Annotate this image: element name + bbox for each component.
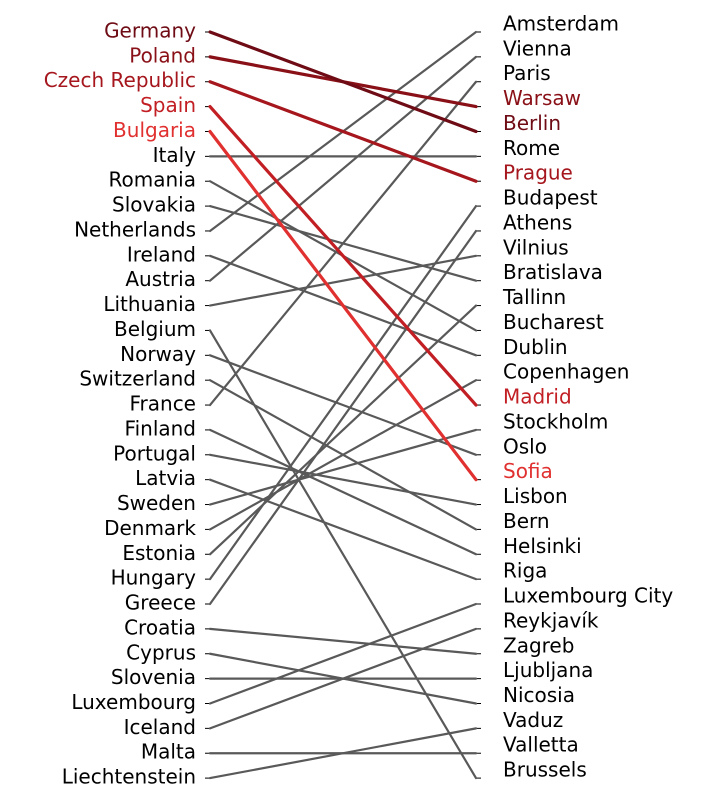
country-label: Spain (140, 93, 196, 117)
country-label: Luxembourg (71, 690, 196, 714)
link-line (208, 229, 478, 606)
link-line (208, 80, 478, 183)
country-label: Malta (141, 740, 196, 764)
link-line (208, 428, 478, 556)
country-label: Bulgaria (113, 118, 196, 142)
country-label: Switzerland (79, 367, 196, 391)
link-line (208, 478, 478, 581)
country-label: Netherlands (74, 217, 196, 241)
country-label: Greece (125, 591, 196, 615)
country-label: Portugal (113, 441, 196, 465)
country-label: Romania (109, 168, 196, 192)
capital-label: Vaduz (503, 708, 563, 732)
country-label: Denmark (104, 516, 196, 540)
country-label: Liechtenstein (62, 765, 196, 789)
country-label: Finland (125, 416, 196, 440)
country-label: Hungary (111, 566, 197, 590)
country-label: Germany (104, 19, 196, 43)
country-label: Slovakia (112, 193, 196, 217)
capital-label: Ljubljana (503, 658, 593, 682)
capital-label: Athens (503, 210, 572, 234)
capital-label: Vilnius (503, 235, 569, 259)
country-label: Iceland (124, 715, 196, 739)
link-line (208, 602, 478, 705)
link-line (208, 80, 478, 407)
capital-label: Luxembourg City (503, 584, 673, 608)
capital-label: Berlin (503, 111, 561, 135)
link-line (208, 428, 478, 506)
country-label: Italy (153, 143, 197, 167)
capital-label: Dublin (503, 335, 568, 359)
link-line (208, 329, 478, 780)
capital-label: Riga (503, 559, 547, 583)
capital-label: Madrid (503, 385, 572, 409)
country-label: Austria (125, 267, 196, 291)
capital-label: Rome (503, 136, 560, 160)
link-line (208, 55, 478, 282)
capital-label: Stockholm (503, 409, 608, 433)
country-label: Latvia (135, 466, 196, 490)
country-label: Norway (120, 342, 196, 366)
capital-label: Paris (503, 61, 551, 85)
capital-label: Bratislava (503, 260, 603, 284)
link-line (208, 453, 478, 506)
country-label: France (129, 392, 196, 416)
capital-label: Oslo (503, 434, 547, 458)
capital-label: Copenhagen (503, 360, 629, 384)
country-label: Czech Republic (44, 68, 196, 92)
capital-label: Zagreb (503, 633, 574, 657)
link-line (208, 627, 478, 730)
country-label: Belgium (114, 317, 196, 341)
capital-label: Bern (503, 509, 550, 533)
link-line (208, 204, 478, 581)
capital-label: Amsterdam (503, 12, 619, 36)
link-line (208, 304, 478, 556)
country-label: Slovenia (111, 665, 196, 689)
country-label: Sweden (117, 491, 196, 515)
link-line (208, 129, 478, 482)
link-line (208, 254, 478, 307)
link-line (208, 354, 478, 456)
country-label: Ireland (127, 242, 196, 266)
link-line (208, 30, 478, 134)
country-label: Lithuania (103, 292, 196, 316)
capital-label: Prague (503, 161, 573, 185)
country-label: Cyprus (126, 640, 196, 664)
capital-label: Helsinki (503, 534, 582, 558)
country-label: Poland (129, 43, 196, 67)
capital-label: Lisbon (503, 484, 568, 508)
capital-label: Tallinn (502, 285, 566, 309)
link-line (208, 379, 478, 531)
capital-label: Brussels (503, 758, 587, 782)
link-line (208, 105, 478, 407)
capital-label: Warsaw (503, 86, 581, 110)
capital-label: Reykjavík (503, 608, 599, 632)
country-label: Croatia (124, 615, 196, 639)
capital-label: Budapest (503, 186, 598, 210)
capital-label: Vienna (503, 36, 572, 60)
country-label: Estonia (122, 541, 196, 565)
capital-label: Nicosia (503, 683, 575, 707)
capital-label: Bucharest (503, 310, 604, 334)
link-line (208, 727, 478, 780)
capital-label: Valletta (503, 733, 579, 757)
capital-label: Sofia (503, 459, 553, 483)
link-line (208, 627, 478, 655)
